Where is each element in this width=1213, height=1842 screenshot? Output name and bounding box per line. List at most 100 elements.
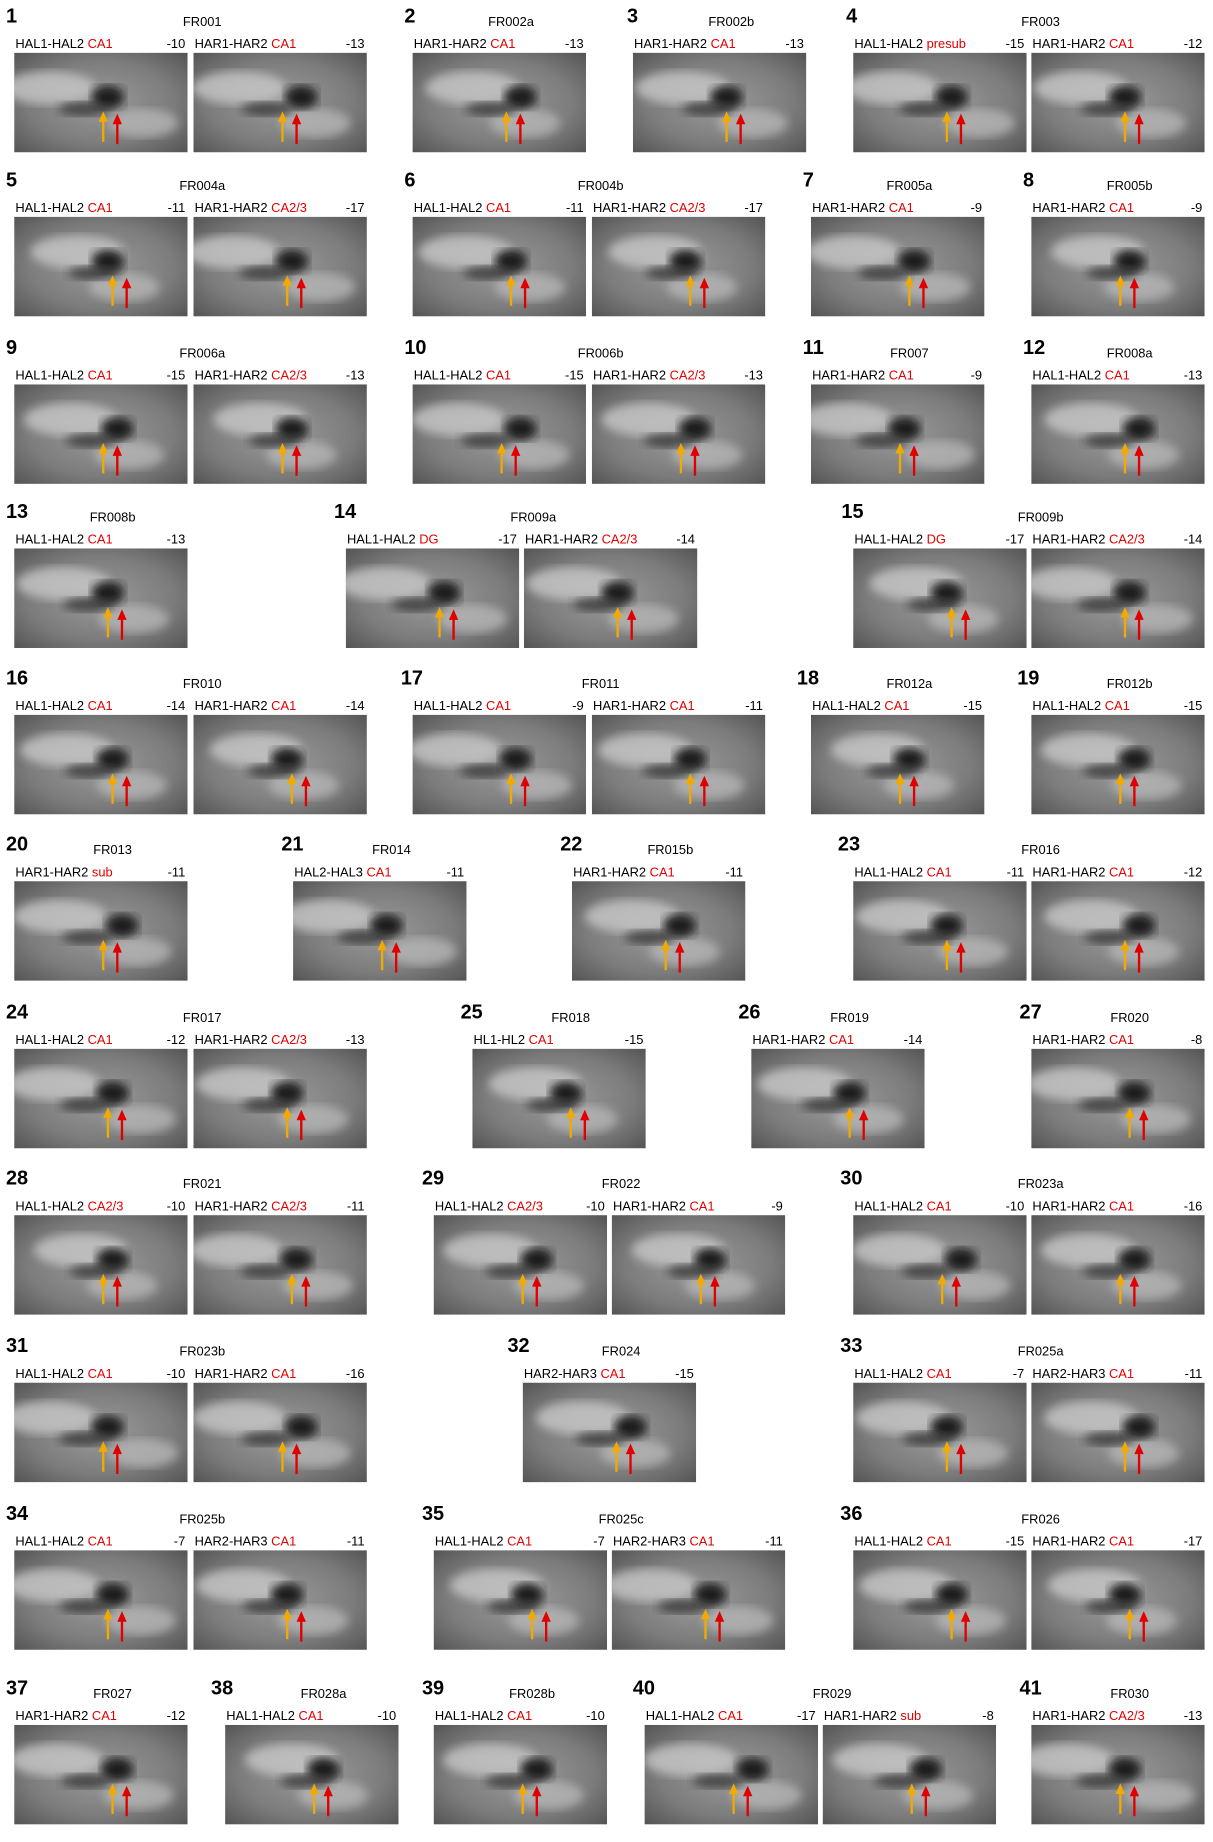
contacts: HAL1-HAL2 <box>226 1708 295 1723</box>
dark-structure <box>66 434 118 448</box>
bright-matter <box>6 1569 100 1602</box>
slice-value: -17 <box>498 532 517 547</box>
region: DG <box>419 532 438 547</box>
mri-image <box>434 1215 607 1315</box>
region: CA1 <box>927 864 952 879</box>
slice-value: -16 <box>1184 1198 1203 1213</box>
slice-value: -11 <box>1185 1366 1203 1381</box>
contact-label: HAL1-HAL2 DG <box>347 532 439 547</box>
contacts: HAL1-HAL2 <box>414 698 483 713</box>
region: CA2/3 <box>670 200 706 215</box>
slice-value: -10 <box>167 1366 186 1381</box>
contact-label: HAR1-HAR2 CA1 <box>1032 36 1134 51</box>
contacts: HAL1-HAL2 <box>435 1534 504 1549</box>
region: CA1 <box>690 1534 715 1549</box>
bright-matter <box>408 734 502 767</box>
panel-number: 30 <box>840 1168 862 1190</box>
panel-id: FR003 <box>1021 14 1060 29</box>
mri-image <box>434 1550 607 1650</box>
slice-value: -15 <box>625 1032 644 1047</box>
slice-value: -9 <box>771 1198 782 1213</box>
contacts: HAR1-HAR2 <box>812 368 885 383</box>
panel-id: FR002b <box>708 14 754 29</box>
slice-value: -14 <box>676 532 695 547</box>
slice-value: -16 <box>346 1366 365 1381</box>
mri-image <box>225 1725 398 1825</box>
panel-id: FR025a <box>1018 1344 1065 1359</box>
contacts: HAR1-HAR2 <box>812 200 885 215</box>
contact-label: HAR1-HAR2 CA1 <box>414 36 516 51</box>
contact-label: HAR1-HAR2 CA1 <box>573 864 675 879</box>
panel-id: FR019 <box>830 1010 869 1025</box>
contact-label: HAL1-HAL2 CA1 <box>15 1534 112 1549</box>
contact-label: HL1-HL2 CA1 <box>474 1032 554 1047</box>
dark-structure <box>1086 266 1138 280</box>
slice-value: -13 <box>744 368 763 383</box>
contact-label: HAL1-HAL2 CA1 <box>435 1534 532 1549</box>
dark-structure <box>240 1264 292 1278</box>
mri-image <box>853 548 1026 648</box>
bright-matter <box>106 1105 176 1133</box>
contacts: HAR1-HAR2 <box>613 1198 686 1213</box>
contact-label: HAR1-HAR2 CA1 <box>812 368 914 383</box>
panel-number: 39 <box>422 1677 444 1699</box>
mri-image <box>1031 715 1204 815</box>
panel-number: 8 <box>1023 169 1034 191</box>
panel: 33FR025aHAL1-HAL2 CA1-7HAR2-HAR3 CA1-11 <box>840 1335 1204 1482</box>
dark-structure <box>60 1599 112 1613</box>
contacts: HAL1-HAL2 <box>646 1708 715 1723</box>
contacts: HAL1-HAL2 <box>15 1534 84 1549</box>
mri-image <box>592 384 765 484</box>
panel-number: 11 <box>803 337 824 359</box>
contacts: HL1-HL2 <box>474 1032 526 1047</box>
bright-matter <box>280 1439 350 1467</box>
dark-structure <box>1083 764 1135 778</box>
slice-value: -15 <box>675 1366 694 1381</box>
panel: 38FR028aHAL1-HAL2 CA1-10 <box>211 1677 398 1824</box>
panel-number: 32 <box>507 1335 529 1357</box>
panel-number: 2 <box>404 5 415 27</box>
panel-id: FR016 <box>1021 842 1060 857</box>
region: CA1 <box>884 698 909 713</box>
panel-number: 12 <box>1023 337 1045 359</box>
slice-value: -17 <box>346 200 365 215</box>
slice-value: -14 <box>904 1032 923 1047</box>
slice-value: -11 <box>765 1534 783 1549</box>
panel-number: 25 <box>461 1001 483 1023</box>
contacts: HAL1-HAL2 <box>15 1198 84 1213</box>
bright-matter <box>106 1606 176 1634</box>
panel-id: FR006a <box>179 345 226 360</box>
contact-label: HAR1-HAR2 CA1 <box>1032 1534 1134 1549</box>
panel-number: 28 <box>6 1168 28 1190</box>
region: CA1 <box>1109 1366 1134 1381</box>
contact-label: HAL1-HAL2 CA1 <box>15 368 112 383</box>
contact-label: HAL1-HAL2 CA1 <box>15 1366 112 1381</box>
bright-matter <box>1027 1067 1121 1100</box>
contacts: HAR1-HAR2 <box>195 36 268 51</box>
dark-structure <box>106 914 139 937</box>
bright-matter <box>1023 567 1117 600</box>
slice-value: -15 <box>1006 36 1025 51</box>
slice-value: -10 <box>378 1708 397 1723</box>
region: CA1 <box>1109 200 1134 215</box>
dark-structure <box>280 1774 332 1788</box>
panel-number: 9 <box>6 337 17 359</box>
region: CA1 <box>1109 1198 1134 1213</box>
panel: 23FR016HAL1-HAL2 CA1-11HAR1-HAR2 CA1-12 <box>838 834 1205 981</box>
region: CA1 <box>529 1032 554 1047</box>
panel-number: 18 <box>797 667 819 689</box>
panel-id: FR020 <box>1110 1010 1149 1025</box>
bright-matter <box>283 1271 353 1299</box>
mri-image <box>14 1215 187 1315</box>
slice-value: -12 <box>167 1032 186 1047</box>
panel-id: FR029 <box>813 1686 852 1701</box>
bright-matter <box>1123 605 1193 633</box>
slice-value: -14 <box>1184 532 1203 547</box>
slice-value: -11 <box>1007 864 1025 879</box>
region: CA1 <box>718 1708 743 1723</box>
mri-image <box>14 384 187 484</box>
panel-id: FR018 <box>551 1010 590 1025</box>
bright-matter <box>281 900 375 933</box>
region: CA1 <box>486 200 511 215</box>
panel-id: FR012b <box>1107 676 1153 691</box>
